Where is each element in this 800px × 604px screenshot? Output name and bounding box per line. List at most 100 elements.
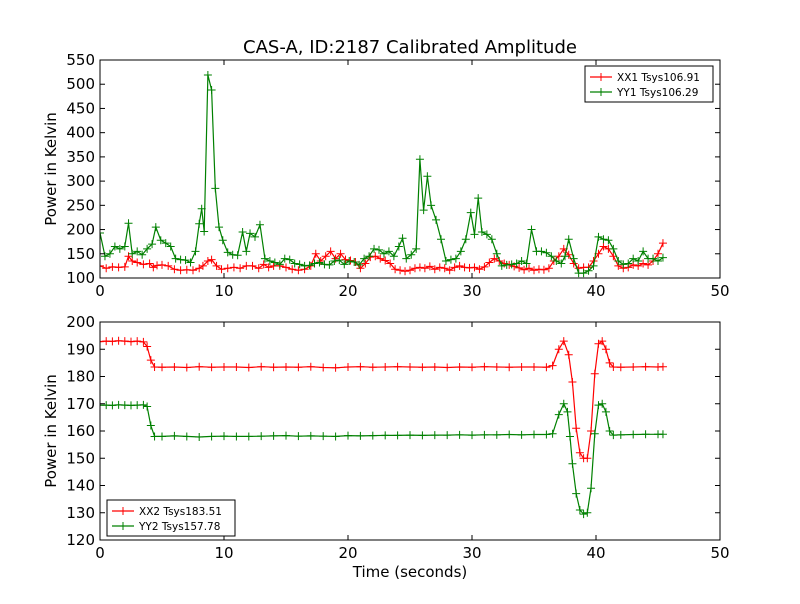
data-point-marker (124, 219, 133, 228)
data-point-marker (415, 263, 424, 272)
data-point-marker (552, 257, 561, 266)
data-point-marker (128, 249, 137, 258)
data-point-marker (195, 432, 204, 441)
data-point-marker (583, 454, 592, 463)
data-point-marker (616, 430, 625, 439)
data-point-marker (143, 244, 152, 253)
data-point-marker (218, 236, 227, 245)
data-point-marker (381, 431, 390, 440)
data-point-marker (145, 259, 154, 268)
data-point-marker (658, 253, 667, 262)
data-point-marker (575, 448, 584, 457)
data-point-marker (128, 257, 137, 266)
data-point-marker (236, 264, 245, 273)
data-point-marker (269, 431, 278, 440)
data-point-marker (108, 337, 117, 346)
data-point-marker (381, 362, 390, 371)
data-point-marker (360, 254, 369, 263)
data-point-marker (264, 263, 273, 272)
data-point-marker (568, 377, 577, 386)
data-point-marker (564, 250, 573, 259)
data-point-marker (244, 432, 253, 441)
data-point-marker (482, 230, 491, 239)
data-point-marker (306, 431, 315, 440)
y-tick-label: 200 (66, 313, 95, 331)
data-point-marker (616, 363, 625, 372)
data-point-marker (150, 432, 159, 441)
y-tick-label: 130 (66, 504, 95, 522)
data-point-marker (181, 256, 190, 265)
data-point-marker (480, 362, 489, 371)
y-tick-label: 160 (66, 422, 95, 440)
data-point-marker (220, 432, 228, 441)
data-point-marker (492, 430, 501, 439)
data-point-marker (406, 266, 414, 275)
data-point-marker (331, 363, 340, 372)
chart-title: CAS-A, ID:2187 Calibrated Amplitude (243, 37, 577, 58)
data-point-marker (507, 260, 516, 269)
data-point-marker (527, 225, 536, 234)
data-point-marker (200, 227, 209, 236)
data-point-marker (166, 242, 175, 251)
data-point-marker (191, 247, 200, 256)
x-tick-label: 30 (462, 282, 481, 300)
data-point-marker (207, 86, 216, 95)
data-point-marker (492, 249, 501, 258)
data-point-marker (259, 260, 268, 269)
data-point-marker (158, 363, 166, 372)
plot-panel-1: 0 10 20 30 40 50 100 150 200 250 300 350 400 450 500 55… (42, 51, 730, 300)
data-point-marker (139, 337, 148, 346)
data-point-marker (569, 254, 578, 263)
y-tick-label: 350 (66, 148, 95, 166)
data-point-marker (497, 261, 506, 270)
data-point-marker (432, 215, 441, 224)
x-tick-label: 10 (214, 544, 233, 562)
data-point-marker (335, 256, 344, 265)
y-tick-label: 180 (66, 368, 95, 386)
data-point-marker (189, 266, 197, 275)
data-point-marker (512, 259, 521, 268)
legend: XX2 Tsys183.51 YY2 Tsys157.78 (106, 499, 236, 537)
data-point-marker (548, 361, 557, 370)
data-point-marker (220, 362, 228, 371)
data-point-marker (406, 362, 414, 371)
data-point-marker (609, 431, 618, 440)
data-point-marker (437, 235, 445, 244)
data-point-marker (254, 264, 263, 273)
data-point-marker (294, 432, 303, 441)
data-point-marker (203, 71, 212, 80)
data-point-marker (590, 369, 599, 378)
data-point-marker (207, 363, 216, 372)
data-point-marker (654, 257, 662, 266)
legend-box (106, 499, 236, 537)
data-point-marker (203, 257, 212, 266)
plot-frame (99, 59, 721, 279)
data-point-marker (170, 431, 179, 440)
data-point-marker (475, 265, 484, 274)
data-point-marker (430, 362, 439, 371)
x-axis-label: Time (seconds) (352, 563, 468, 581)
data-point-marker (133, 247, 142, 256)
data-point-marker (579, 269, 588, 278)
data-point-marker (601, 407, 610, 416)
y-tick-label: 170 (66, 395, 95, 413)
data-point-marker (517, 430, 526, 439)
y-tick-label: 300 (66, 172, 95, 190)
data-point-marker (430, 265, 439, 274)
data-point-marker (614, 257, 623, 266)
data-point-marker (248, 261, 257, 270)
data-point-marker (319, 363, 328, 372)
data-point-marker (344, 431, 352, 440)
data-point-marker (294, 266, 303, 275)
data-point-marker (520, 265, 529, 274)
data-point-marker (381, 256, 390, 265)
data-point-marker (594, 232, 603, 241)
y-tick-label: 250 (66, 196, 95, 214)
data-point-marker (468, 431, 476, 440)
data-point-marker (565, 432, 574, 441)
data-point-marker (246, 229, 255, 238)
data-point-marker (386, 259, 395, 268)
data-point-marker (336, 249, 345, 258)
data-point-marker (195, 219, 204, 228)
data-point-marker (340, 260, 349, 269)
